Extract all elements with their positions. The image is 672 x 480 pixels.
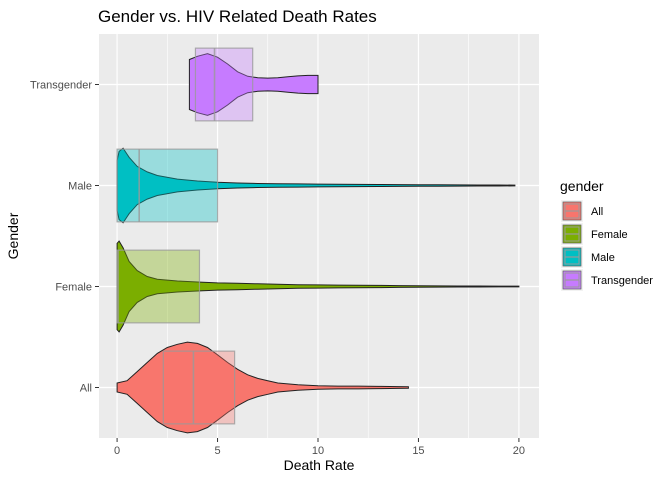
y-tick-label: Male (68, 181, 92, 193)
y-axis-title: Gender (5, 212, 21, 259)
violin-transgender (188, 53, 319, 116)
legend-title: gender (560, 178, 604, 194)
legend-label: Transgender (591, 275, 653, 287)
violin-all (116, 341, 409, 434)
y-tick-label: Transgender (30, 80, 92, 92)
x-tick-label: 0 (114, 445, 120, 457)
x-tick-label: 20 (513, 445, 525, 457)
box-male (116, 148, 219, 223)
x-tick-label: 10 (312, 445, 324, 457)
x-tick-label: 5 (214, 445, 220, 457)
y-tick-label: All (80, 383, 92, 395)
x-axis-title: Death Rate (284, 457, 355, 473)
y-tick-label: Female (55, 282, 92, 294)
violin-female (116, 240, 520, 333)
boxplots (116, 47, 254, 425)
legend: gender All Female Male Transgender (560, 178, 653, 291)
legend-label: Female (591, 229, 628, 241)
box-female (116, 249, 201, 324)
violin-male (116, 147, 516, 224)
x-axis-ticks: 0 5 10 15 20 (114, 438, 525, 457)
y-axis-ticks: All Female Male Transgender (30, 80, 99, 395)
chart-title: Gender vs. HIV Related Death Rates (98, 7, 377, 26)
legend-label: All (591, 206, 603, 218)
box-all (162, 350, 236, 425)
x-tick-label: 15 (412, 445, 424, 457)
box-transgender (194, 47, 254, 122)
legend-label: Male (591, 252, 615, 264)
violins (116, 53, 520, 434)
